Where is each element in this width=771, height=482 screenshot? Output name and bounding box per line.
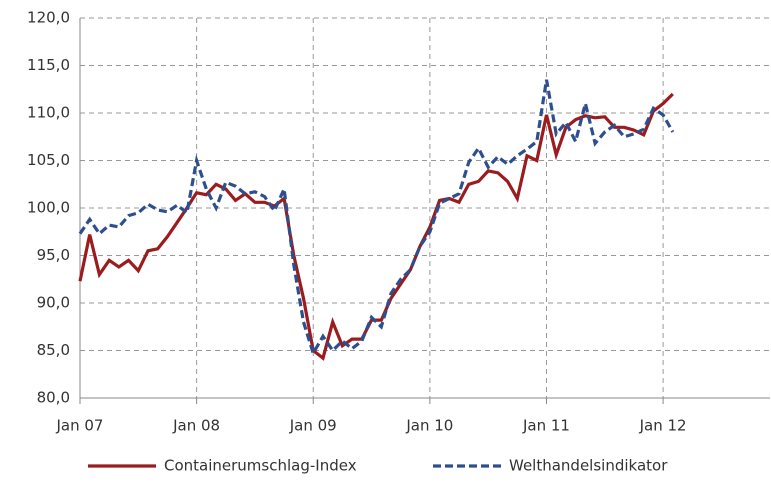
x-tick-label: Jan 10: [405, 417, 453, 435]
legend-label: Welthandelsindikator: [509, 457, 668, 475]
y-tick-label: 80,0: [37, 389, 70, 407]
y-tick-label: 115,0: [27, 56, 70, 74]
series-line: [78, 79, 675, 358]
y-tick-label: 120,0: [27, 9, 70, 27]
y-tick-label: 100,0: [27, 199, 70, 217]
y-tick-label: 105,0: [27, 151, 70, 169]
y-tick-label: 95,0: [37, 246, 70, 264]
x-tick-label: Jan 12: [639, 417, 687, 435]
x-tick-label: Jan 09: [289, 417, 337, 435]
y-tick-label: 90,0: [37, 294, 70, 312]
y-tick-label: 85,0: [37, 341, 70, 359]
x-tick-label: Jan 11: [522, 417, 570, 435]
series-line: [78, 92, 674, 361]
legend-label: Containerumschlag-Index: [164, 457, 357, 475]
y-tick-label: 110,0: [27, 104, 70, 122]
x-tick-label: Jan 07: [56, 417, 104, 435]
x-tick-label: Jan 08: [172, 417, 220, 435]
